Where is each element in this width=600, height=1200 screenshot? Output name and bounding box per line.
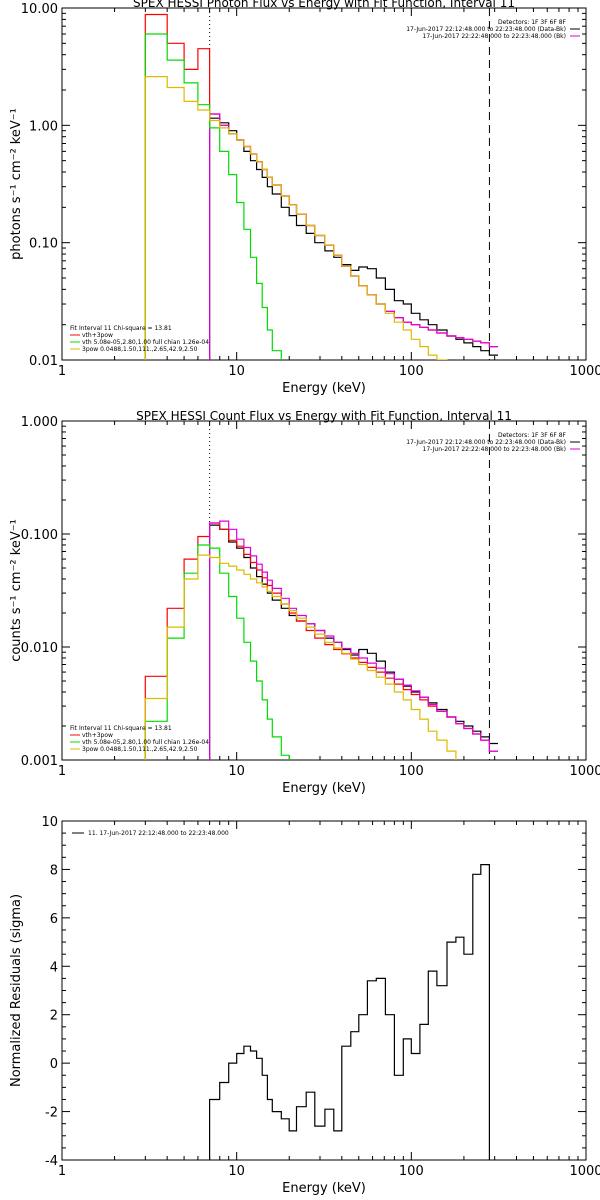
series-line-5 [144, 554, 457, 760]
plot-frame [61, 420, 587, 761]
legend-label: 11. 17-Jun-2017 22:12:48.000 to 22:23:48… [88, 830, 229, 837]
y-tick-label: 0.01 [29, 354, 58, 369]
legend-header: Fit Interval 11 Chi-square = 13.81 [70, 725, 172, 732]
y-tick-label: 0.100 [21, 528, 58, 543]
chart-panel-2: SPEX HESSI Count Flux vs Energy with Fit… [9, 409, 600, 796]
series-group [144, 520, 498, 760]
y-tick-label: -2 [45, 1106, 58, 1121]
legend-label: vth 5.08e-05,2.80,1.00 full chian 1.26e-… [82, 739, 209, 746]
legend-bottom-left: Fit Interval 11 Chi-square = 13.81vth+3p… [70, 325, 209, 353]
chart-title: SPEX HESSI Photon Flux vs Energy with Fi… [133, 0, 515, 10]
x-axis-label: Energy (keV) [282, 781, 366, 796]
chart-panel-1: SPEX HESSI Photon Flux vs Energy with Fi… [9, 0, 600, 396]
legend-header: Fit Interval 11 Chi-square = 13.81 [70, 325, 172, 332]
x-tick-label: 100 [399, 764, 424, 779]
y-axis-ticks: 0.001 0.010 0.100 1.000 [21, 415, 586, 769]
x-axis-label: Energy (keV) [282, 381, 366, 396]
y-tick-label: 0 [50, 1057, 58, 1072]
legend-text: Detectors: 1F 3F 6F 8F [498, 432, 567, 439]
series-line-1 [209, 524, 498, 760]
y-tick-label: 10 [41, 815, 58, 830]
legend-text: 17-Jun-2017 22:22:48.000 to 22:23:48.000… [423, 33, 566, 40]
y-tick-label: 8 [50, 863, 58, 878]
x-tick-label: 1000 [569, 764, 600, 779]
y-tick-label: -4 [45, 1154, 58, 1169]
y-tick-label: 6 [50, 912, 58, 927]
legend-label: vth+3pow [82, 332, 113, 339]
legend-label: 3pow 0.0488,1.50,111.,2.65,42.9,2.50 [82, 746, 198, 753]
x-axis-ticks: 1 10 100 1000 [58, 821, 600, 1179]
plot-frame [61, 7, 587, 361]
series-line-5 [144, 76, 448, 360]
x-axis-ticks: 1 10 100 1000 [58, 8, 600, 379]
legend-text: 17-Jun-2017 22:12:48.000 to 22:23:48.000… [406, 26, 566, 33]
x-tick-label: 10 [228, 1164, 245, 1179]
y-tick-label: 2 [50, 1009, 58, 1024]
series-line-1 [209, 864, 490, 1160]
y-axis-ticks: -4 -2 0 2 4 6 8 10 [41, 815, 586, 1169]
legend-label: vth+3pow [82, 732, 113, 739]
chart-title: SPEX HESSI Count Flux vs Energy with Fit… [136, 409, 512, 423]
y-tick-label: 0.001 [21, 754, 58, 769]
y-axis-ticks: 0.01 0.10 1.00 10.00 [21, 2, 586, 369]
legend-bottom-left: Fit Interval 11 Chi-square = 13.81vth+3p… [70, 725, 209, 753]
series-line-4 [144, 544, 290, 760]
x-tick-label: 1000 [569, 364, 600, 379]
x-tick-label: 1 [58, 364, 66, 379]
legend-label: vth 5.08e-05,2.80,1.00 full chian 1.26e-… [82, 339, 209, 346]
y-tick-label: 1.00 [29, 119, 58, 134]
y-tick-label: 0.10 [29, 237, 58, 252]
series-line-1 [209, 117, 498, 360]
y-axis-label: counts s⁻¹ cm⁻² keV⁻¹ [9, 519, 24, 662]
series-group [209, 864, 490, 1160]
series-line-2 [144, 13, 498, 360]
legend-label: 3pow 0.0488,1.50,111.,2.65,42.9,2.50 [82, 346, 198, 353]
x-tick-label: 100 [399, 1164, 424, 1179]
y-tick-label: 10.00 [21, 2, 58, 17]
x-tick-label: 10 [228, 364, 245, 379]
y-tick-label: 0.010 [21, 641, 58, 656]
series-line-3 [209, 113, 498, 360]
legend-top-left: 11. 17-Jun-2017 22:12:48.000 to 22:23:48… [72, 830, 229, 837]
x-tick-label: 100 [399, 364, 424, 379]
x-tick-label: 1 [58, 764, 66, 779]
x-tick-label: 1000 [569, 1164, 600, 1179]
x-tick-label: 10 [228, 764, 245, 779]
x-tick-label: 1 [58, 1164, 66, 1179]
y-tick-label: 4 [50, 960, 58, 975]
series-group [144, 13, 498, 360]
legend-text: Detectors: 1F 3F 6F 8F [498, 19, 567, 26]
x-axis-label: Energy (keV) [282, 1181, 366, 1196]
y-tick-label: 1.000 [21, 415, 58, 430]
series-line-4 [144, 33, 282, 360]
y-axis-label: photons s⁻¹ cm⁻² keV⁻¹ [9, 108, 24, 260]
legend-text: 17-Jun-2017 22:22:48.000 to 22:23:48.000… [423, 446, 566, 453]
legend-text: 17-Jun-2017 22:12:48.000 to 22:23:48.000… [406, 439, 566, 446]
plot-frame [61, 820, 587, 1161]
y-axis-label: Normalized Residuals (sigma) [9, 894, 24, 1087]
series-line-3 [209, 520, 498, 760]
chart-panel-3: 1 10 100 1000 -4 -2 0 2 4 6 8 10 Energy (keV) Normali… [9, 815, 600, 1196]
